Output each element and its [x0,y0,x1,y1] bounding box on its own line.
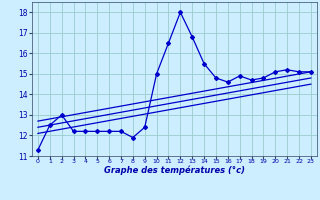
X-axis label: Graphe des températures (°c): Graphe des températures (°c) [104,165,245,175]
